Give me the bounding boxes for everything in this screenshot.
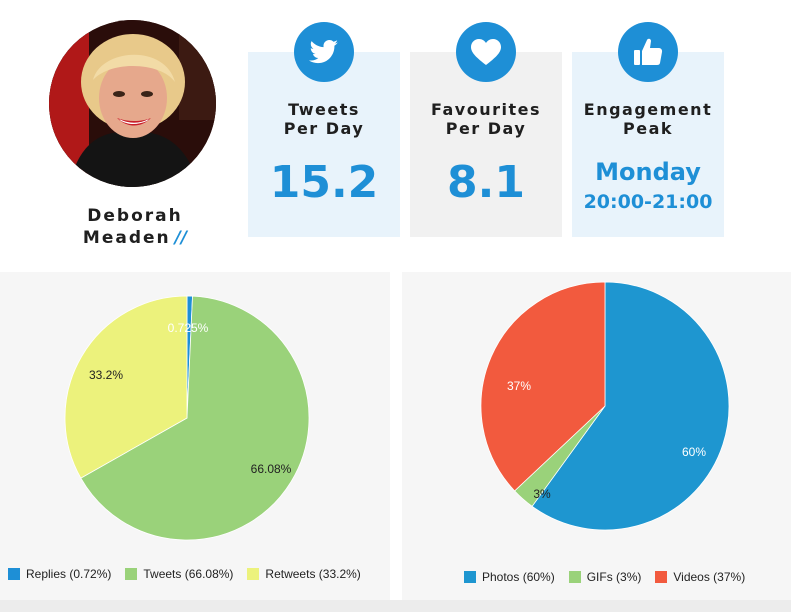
pie-label-tweets: 66.08% bbox=[251, 462, 292, 476]
tweet-types-pie-chart: 0.725% 66.08% 33.2% bbox=[64, 295, 310, 541]
legend-item-gifs: GIFs (3%) bbox=[568, 570, 642, 584]
favourites-per-day-card: Favourites Per Day 8.1 bbox=[410, 22, 562, 237]
media-types-chart-panel: 60% 3% 37% Photos (60%) GIFs (3%) Videos (… bbox=[402, 272, 791, 600]
media-types-legend: Photos (60%) GIFs (3%) Videos (37%) bbox=[464, 570, 759, 584]
engagement-peak-card: Engagement Peak Monday 20:00-21:00 bbox=[572, 22, 724, 237]
engagement-label-line2: Peak bbox=[622, 119, 673, 138]
legend-label-replies: Replies (0.72%) bbox=[26, 567, 112, 581]
legend-label-photos: Photos (60%) bbox=[482, 570, 555, 584]
legend-label-retweets: Retweets (33.2%) bbox=[265, 567, 361, 581]
pie-label-photos: 60% bbox=[682, 445, 706, 459]
profile-photo bbox=[49, 20, 216, 187]
favourites-label-line2: Per Day bbox=[445, 119, 527, 138]
tweets-label-line2: Per Day bbox=[283, 119, 365, 138]
heart-icon bbox=[456, 22, 516, 82]
legend-item-retweets: Retweets (33.2%) bbox=[247, 567, 361, 581]
favourites-per-day-label: Favourites Per Day bbox=[410, 100, 562, 138]
name-slashes: // bbox=[174, 228, 188, 248]
tweet-types-chart-panel: 0.725% 66.08% 33.2% Replies (0.72%) Tweets… bbox=[0, 272, 390, 600]
legend-swatch-photos bbox=[464, 571, 476, 583]
engagement-peak-day: Monday bbox=[595, 158, 701, 186]
profile-first-name: Deborah bbox=[87, 206, 183, 226]
pie-slice-retweets bbox=[64, 295, 188, 479]
legend-swatch-retweets bbox=[247, 568, 260, 580]
favourites-label-line1: Favourites bbox=[431, 100, 541, 119]
tweets-label-line1: Tweets bbox=[288, 100, 360, 119]
tweet-types-legend: Replies (0.72%) Tweets (66.08%) Retweets… bbox=[8, 567, 375, 581]
legend-item-videos: Videos (37%) bbox=[655, 570, 745, 584]
pie-label-replies: 0.725% bbox=[168, 321, 209, 335]
pie-label-retweets: 33.2% bbox=[89, 368, 123, 382]
thumbs-up-icon bbox=[618, 22, 678, 82]
legend-label-gifs: GIFs (3%) bbox=[586, 570, 642, 584]
pie-slice-videos bbox=[480, 281, 606, 492]
pie-label-videos: 37% bbox=[507, 379, 531, 393]
engagement-label-line1: Engagement bbox=[583, 100, 713, 119]
twitter-bird-icon bbox=[294, 22, 354, 82]
legend-swatch-replies bbox=[8, 568, 20, 580]
profile-name: Deborah Meaden// bbox=[40, 205, 230, 249]
engagement-peak-time: 20:00-21:00 bbox=[583, 191, 713, 213]
legend-swatch-tweets bbox=[125, 568, 138, 580]
pie-label-gifs: 3% bbox=[533, 487, 551, 501]
tweets-per-day-card: Tweets Per Day 15.2 bbox=[248, 22, 400, 237]
legend-label-tweets: Tweets (66.08%) bbox=[143, 567, 234, 581]
favourites-per-day-value: 8.1 bbox=[447, 157, 525, 208]
legend-swatch-videos bbox=[655, 571, 668, 583]
engagement-peak-label: Engagement Peak bbox=[572, 100, 724, 138]
legend-item-replies: Replies (0.72%) bbox=[8, 567, 111, 581]
bottom-strip bbox=[0, 600, 791, 612]
legend-swatch-gifs bbox=[568, 571, 581, 583]
profile-avatar bbox=[49, 20, 216, 187]
legend-label-videos: Videos (37%) bbox=[673, 570, 746, 584]
media-types-pie-chart: 60% 3% 37% bbox=[480, 281, 730, 531]
tweets-per-day-label: Tweets Per Day bbox=[248, 100, 400, 138]
pie-slice-photos bbox=[531, 281, 730, 531]
legend-item-tweets: Tweets (66.08%) bbox=[125, 567, 233, 581]
profile-last-name: Meaden bbox=[82, 228, 171, 248]
legend-item-photos: Photos (60%) bbox=[464, 570, 555, 584]
pie-slice-tweets bbox=[80, 295, 310, 541]
tweets-per-day-value: 15.2 bbox=[269, 157, 379, 208]
